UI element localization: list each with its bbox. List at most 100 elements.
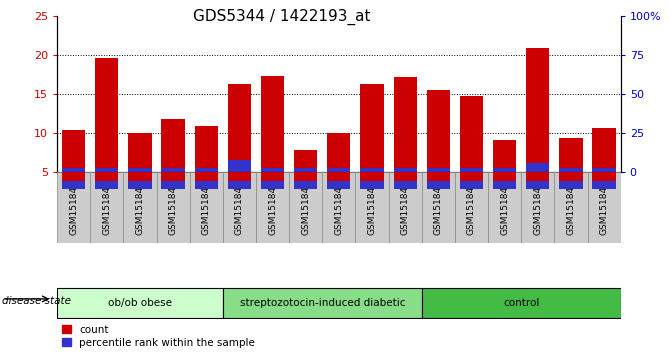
Text: GSM1518421: GSM1518421 bbox=[368, 175, 376, 235]
Bar bbox=[455, 172, 488, 243]
Bar bbox=[592, 168, 616, 172]
Bar bbox=[394, 172, 417, 181]
Bar bbox=[62, 168, 85, 172]
Bar bbox=[526, 181, 550, 189]
Bar bbox=[360, 172, 384, 181]
Text: GSM1518415: GSM1518415 bbox=[566, 175, 576, 235]
Bar bbox=[526, 48, 550, 172]
Text: GSM1518422: GSM1518422 bbox=[401, 175, 410, 235]
Bar bbox=[493, 172, 516, 181]
Bar bbox=[294, 168, 317, 172]
Bar bbox=[422, 288, 621, 318]
Text: GSM1518418: GSM1518418 bbox=[268, 175, 277, 235]
Bar bbox=[128, 172, 152, 181]
Bar bbox=[521, 172, 554, 243]
Bar bbox=[62, 181, 85, 189]
Bar bbox=[227, 172, 251, 181]
Text: GSM1518424: GSM1518424 bbox=[102, 175, 111, 235]
Bar bbox=[162, 181, 185, 189]
Bar bbox=[394, 168, 417, 172]
Bar bbox=[294, 150, 317, 172]
Bar bbox=[493, 181, 516, 189]
Bar bbox=[360, 84, 384, 172]
Text: ob/ob obese: ob/ob obese bbox=[108, 298, 172, 308]
Text: GSM1518425: GSM1518425 bbox=[136, 175, 144, 235]
Bar bbox=[195, 126, 218, 172]
Bar bbox=[162, 119, 185, 172]
Text: GSM1518426: GSM1518426 bbox=[168, 175, 178, 235]
Legend: count, percentile rank within the sample: count, percentile rank within the sample bbox=[62, 325, 255, 348]
Bar bbox=[327, 168, 350, 172]
Bar bbox=[261, 172, 284, 181]
Bar bbox=[460, 172, 483, 181]
Bar bbox=[294, 181, 317, 189]
Bar bbox=[327, 172, 350, 181]
Bar bbox=[322, 172, 356, 243]
Text: GSM1518417: GSM1518417 bbox=[235, 175, 244, 235]
Bar bbox=[427, 90, 450, 172]
Bar bbox=[227, 160, 251, 172]
Bar bbox=[195, 172, 218, 181]
Bar bbox=[427, 168, 450, 172]
Bar bbox=[360, 168, 384, 172]
Bar bbox=[560, 172, 582, 181]
Bar bbox=[560, 181, 582, 189]
Bar bbox=[327, 133, 350, 172]
Bar bbox=[261, 181, 284, 189]
Text: GSM1518419: GSM1518419 bbox=[301, 175, 310, 235]
Text: GSM1518416: GSM1518416 bbox=[600, 175, 609, 235]
Bar bbox=[422, 172, 455, 243]
Bar bbox=[261, 168, 284, 172]
Bar bbox=[460, 96, 483, 172]
Bar bbox=[460, 181, 483, 189]
Bar bbox=[62, 130, 85, 172]
Bar bbox=[62, 172, 85, 181]
Text: GSM1518414: GSM1518414 bbox=[533, 175, 542, 235]
Text: GSM1518413: GSM1518413 bbox=[500, 175, 509, 235]
Bar bbox=[223, 288, 422, 318]
Bar bbox=[560, 168, 582, 172]
Bar bbox=[95, 172, 118, 181]
Bar bbox=[90, 172, 123, 243]
Bar bbox=[256, 172, 289, 243]
Text: control: control bbox=[503, 298, 539, 308]
Text: GSM1518420: GSM1518420 bbox=[334, 175, 344, 235]
Bar bbox=[592, 172, 616, 181]
Text: GDS5344 / 1422193_at: GDS5344 / 1422193_at bbox=[193, 9, 370, 25]
Bar bbox=[493, 168, 516, 172]
Bar bbox=[289, 172, 322, 243]
Text: disease state: disease state bbox=[2, 297, 71, 306]
Bar bbox=[162, 172, 185, 181]
Text: GSM1518411: GSM1518411 bbox=[434, 175, 443, 235]
Bar bbox=[327, 181, 350, 189]
Bar bbox=[195, 181, 218, 189]
Bar bbox=[592, 128, 616, 172]
Bar bbox=[190, 172, 223, 243]
Bar bbox=[227, 181, 251, 189]
Text: streptozotocin-induced diabetic: streptozotocin-induced diabetic bbox=[240, 298, 405, 308]
Bar bbox=[588, 172, 621, 243]
Bar bbox=[261, 76, 284, 172]
Bar bbox=[394, 77, 417, 172]
Bar bbox=[526, 163, 550, 172]
Text: GSM1518423: GSM1518423 bbox=[69, 175, 78, 235]
Bar bbox=[227, 84, 251, 172]
Text: GSM1518427: GSM1518427 bbox=[202, 175, 211, 235]
Bar bbox=[128, 168, 152, 172]
Bar bbox=[223, 172, 256, 243]
Bar bbox=[128, 133, 152, 172]
Bar bbox=[526, 172, 550, 181]
Bar bbox=[294, 172, 317, 181]
Bar bbox=[123, 172, 156, 243]
Bar bbox=[460, 168, 483, 172]
Bar bbox=[57, 288, 223, 318]
Bar bbox=[356, 172, 389, 243]
Bar bbox=[128, 181, 152, 189]
Bar bbox=[156, 172, 190, 243]
Bar bbox=[95, 181, 118, 189]
Bar bbox=[592, 181, 616, 189]
Bar bbox=[493, 140, 516, 172]
Bar bbox=[554, 172, 588, 243]
Bar bbox=[195, 168, 218, 172]
Bar bbox=[427, 172, 450, 181]
